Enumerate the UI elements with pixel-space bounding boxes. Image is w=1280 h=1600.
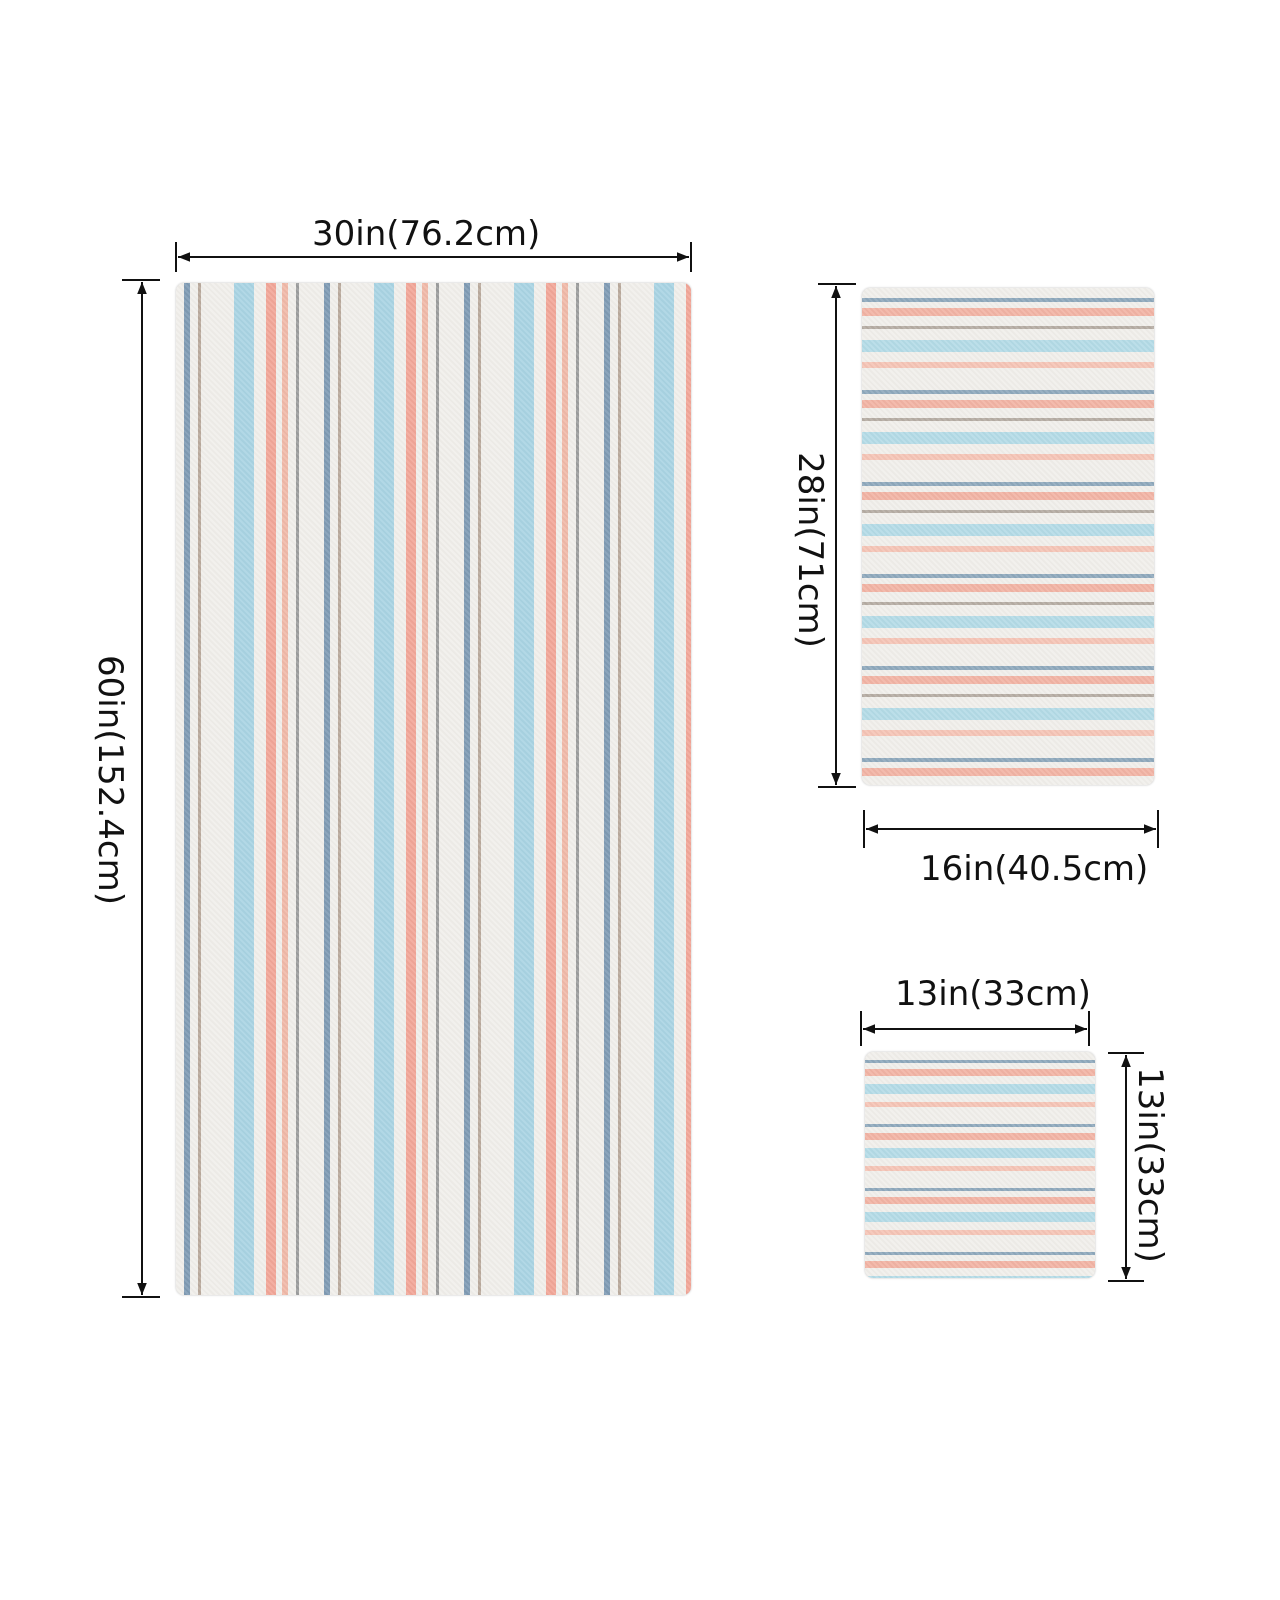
washcloth-width-label: 13in(33cm) — [895, 974, 1091, 1014]
hand-height-label: 28in(71cm) — [790, 452, 830, 648]
washcloth-height-dimension — [1108, 1052, 1144, 1282]
bath-width-dimension — [175, 242, 692, 272]
bath-width-label: 30in(76.2cm) — [312, 214, 541, 254]
washcloth-image — [865, 1052, 1095, 1278]
bath-towel-image — [176, 283, 691, 1295]
hand-height-dimension — [818, 283, 856, 788]
hand-towel-image — [862, 288, 1154, 785]
bath-height-label: 60in(152.4cm) — [90, 655, 130, 905]
bath-height-dimension — [122, 279, 160, 1298]
hand-width-label: 16in(40.5cm) — [920, 849, 1149, 889]
hand-width-dimension — [863, 810, 1159, 848]
washcloth-height-label: 13in(33cm) — [1130, 1067, 1170, 1263]
washcloth-width-dimension — [860, 1011, 1090, 1046]
